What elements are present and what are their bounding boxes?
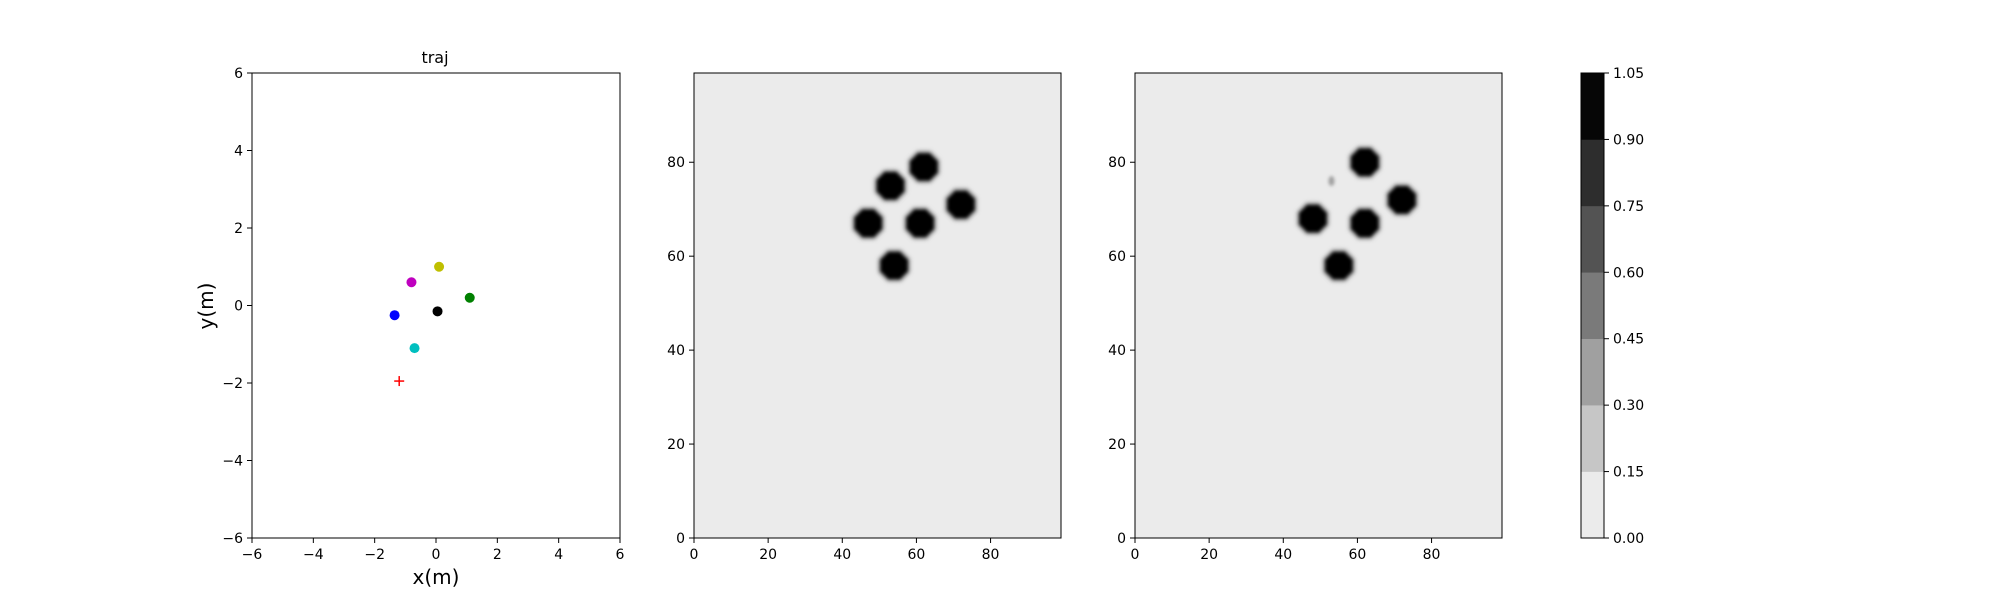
colorbar-ticks: 0.00 0.15 0.30 0.45 0.60 0.75 0.90 1.05 xyxy=(1604,66,1644,547)
colorbar-tick-label: 0.15 xyxy=(1613,465,1644,481)
colorbar-band xyxy=(1581,73,1604,140)
colorbar-tick-label: 0.00 xyxy=(1613,531,1644,547)
heatmap-1-xtick-label: 80 xyxy=(982,547,1000,563)
heatmap-1-xtick-label: 60 xyxy=(908,547,926,563)
heatmap-1-frame xyxy=(693,72,1062,539)
heatmap-blob xyxy=(854,209,882,237)
heatmap-panel-2: 0 20 40 60 80 0 20 40 60 80 xyxy=(1108,72,1503,563)
traj-ytick-label: 6 xyxy=(234,66,243,82)
heatmap-blob xyxy=(906,209,934,237)
traj-ytick-label: −6 xyxy=(222,531,243,547)
traj-plot-area xyxy=(252,73,620,538)
traj-panel: traj −6 −4 −2 0 2 4 6 −6 −4 −2 0 2 4 6 x(m) y(m) xyxy=(194,48,625,589)
heatmap-blob xyxy=(1351,209,1379,237)
traj-xtick-label: 4 xyxy=(554,547,563,563)
traj-point xyxy=(464,292,475,303)
colorbar-band xyxy=(1581,205,1604,273)
traj-point xyxy=(409,343,420,354)
colorbar-tick-label: 0.90 xyxy=(1613,132,1644,148)
heatmap-2-frame xyxy=(1134,72,1503,539)
heatmap-2-xtick-label: 20 xyxy=(1200,547,1218,563)
colorbar-band xyxy=(1581,139,1604,207)
heatmap-2-xtick-label: 80 xyxy=(1423,547,1441,563)
heatmap-2-ytick-label: 20 xyxy=(1108,437,1126,453)
heatmap-2-ytick-label: 0 xyxy=(1117,531,1126,547)
heatmap-1-ytick-label: 0 xyxy=(676,531,685,547)
heatmap-1-ytick-label: 60 xyxy=(667,249,685,265)
heatmap-1-background xyxy=(694,73,1061,538)
heatmap-blob xyxy=(1388,186,1416,214)
heatmap-1-ytick-label: 40 xyxy=(667,343,685,359)
heatmap-1-xtick-label: 40 xyxy=(833,547,851,563)
traj-point xyxy=(432,306,443,317)
traj-xtick-label: −6 xyxy=(242,547,263,563)
heatmap-2-ytick-label: 80 xyxy=(1108,155,1126,171)
traj-point xyxy=(389,310,400,321)
heatmap-1-ytick-label: 20 xyxy=(667,437,685,453)
heatmap-1-blobs xyxy=(852,151,977,282)
heatmap-2-xtick-label: 40 xyxy=(1274,547,1292,563)
heatmap-2-ytick-label: 60 xyxy=(1108,249,1126,265)
traj-start-marker xyxy=(394,376,405,387)
colorbar-bands xyxy=(1581,73,1604,539)
traj-xtick-label: −4 xyxy=(303,547,324,563)
traj-xlabel: x(m) xyxy=(413,565,460,589)
heatmap-blob xyxy=(947,191,975,218)
heatmap-1-xtick-label: 0 xyxy=(690,547,699,563)
traj-ytick-label: 0 xyxy=(234,299,243,315)
traj-points xyxy=(389,261,475,387)
traj-ylabel: y(m) xyxy=(194,283,218,330)
traj-ytick-label: 4 xyxy=(234,144,243,160)
colorbar-frame xyxy=(1580,72,1605,539)
heatmap-blob xyxy=(877,172,904,200)
traj-point xyxy=(434,261,445,272)
heatmap-panel-1: 0 20 40 60 80 0 20 40 60 80 xyxy=(667,72,1062,563)
traj-xtick-label: 6 xyxy=(616,547,625,563)
colorbar-band xyxy=(1581,272,1604,340)
traj-ytick-label: −4 xyxy=(222,454,243,470)
traj-ticks: −6 −4 −2 0 2 4 6 −6 −4 −2 0 2 4 6 xyxy=(222,66,624,563)
heatmap-2-blobs xyxy=(1297,146,1418,282)
colorbar-tick-label: 1.05 xyxy=(1613,66,1644,82)
heatmap-2-ticks: 0 20 40 60 80 0 20 40 60 80 xyxy=(1108,155,1440,563)
traj-ytick-label: 2 xyxy=(234,221,243,237)
colorbar: 0.00 0.15 0.30 0.45 0.60 0.75 0.90 1.05 xyxy=(1580,66,1644,547)
traj-title: traj xyxy=(421,48,448,67)
colorbar-tick-label: 0.30 xyxy=(1613,398,1644,414)
colorbar-tick-label: 0.75 xyxy=(1613,199,1644,215)
heatmap-blob xyxy=(1325,252,1353,279)
heatmap-2-background xyxy=(1135,73,1502,538)
traj-xtick-label: −2 xyxy=(364,547,385,563)
traj-frame xyxy=(251,72,621,539)
heatmap-1-ticks: 0 20 40 60 80 0 20 40 60 80 xyxy=(667,155,999,563)
heatmap-blob xyxy=(880,252,908,279)
heatmap-1-xtick-label: 20 xyxy=(759,547,777,563)
traj-ytick-label: −2 xyxy=(222,376,243,392)
heatmap-blob xyxy=(910,153,938,181)
colorbar-tick-label: 0.60 xyxy=(1613,265,1644,281)
heatmap-faint-blob xyxy=(1328,176,1335,187)
colorbar-band xyxy=(1581,338,1604,406)
traj-xtick-label: 0 xyxy=(432,547,441,563)
heatmap-2-xtick-label: 60 xyxy=(1349,547,1367,563)
heatmap-1-ytick-label: 80 xyxy=(667,155,685,171)
heatmap-blob xyxy=(1299,205,1327,232)
colorbar-band xyxy=(1581,405,1604,472)
heatmap-2-xtick-label: 0 xyxy=(1131,547,1140,563)
heatmap-blob xyxy=(1351,148,1379,176)
colorbar-tick-label: 0.45 xyxy=(1613,332,1644,348)
colorbar-band xyxy=(1581,471,1604,539)
heatmap-2-ytick-label: 40 xyxy=(1108,343,1126,359)
traj-xtick-label: 2 xyxy=(493,547,502,563)
traj-point xyxy=(406,277,417,288)
